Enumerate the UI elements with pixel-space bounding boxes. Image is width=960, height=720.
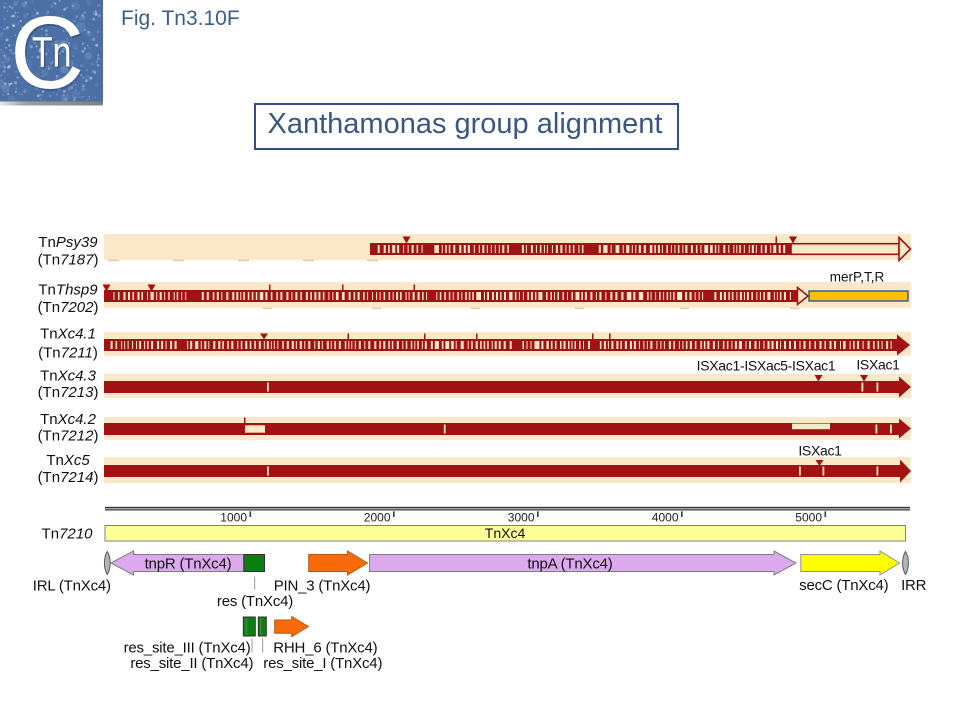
svg-text:TnPsy39: TnPsy39 <box>38 234 98 251</box>
svg-text:merP,T,R: merP,T,R <box>830 270 885 285</box>
svg-text:PIN_3 (TnXc4): PIN_3 (TnXc4) <box>274 577 371 594</box>
svg-text:(Tn7213): (Tn7213) <box>38 384 99 401</box>
svg-text:res_site_I (TnXc4): res_site_I (TnXc4) <box>263 655 382 672</box>
svg-text:5000: 5000 <box>795 510 822 524</box>
svg-text:IRR: IRR <box>901 577 927 594</box>
svg-text:C: C <box>12 0 86 112</box>
svg-text:ISXac1-ISXac5-ISXac1: ISXac1-ISXac5-ISXac1 <box>697 358 836 374</box>
svg-text:(Tn7214): (Tn7214) <box>38 469 99 486</box>
svg-text:tnpA (TnXc4): tnpA (TnXc4) <box>527 555 612 572</box>
svg-text:secC (TnXc4): secC (TnXc4) <box>799 577 888 594</box>
svg-text:res (TnXc4): res (TnXc4) <box>217 593 293 610</box>
svg-text:1000: 1000 <box>220 510 247 524</box>
svg-text:C: C <box>10 0 84 110</box>
svg-text:(Tn7212): (Tn7212) <box>38 427 99 444</box>
svg-text:2000: 2000 <box>364 510 391 524</box>
svg-text:ISXac1: ISXac1 <box>856 357 900 373</box>
svg-text:TnXc4.1: TnXc4.1 <box>40 325 96 342</box>
svg-text:TnXc4: TnXc4 <box>485 525 526 541</box>
svg-text:TnXc5: TnXc5 <box>46 452 90 469</box>
svg-text:(Tn7211): (Tn7211) <box>38 345 98 362</box>
svg-text:tnpR (TnXc4): tnpR (TnXc4) <box>145 555 232 572</box>
svg-text:ISXac1: ISXac1 <box>798 443 842 459</box>
svg-text:res_site_III (TnXc4): res_site_III (TnXc4) <box>124 640 251 657</box>
svg-text:Tn: Tn <box>32 29 72 77</box>
svg-text:Tn7210: Tn7210 <box>42 526 94 543</box>
svg-text:IRL (TnXc4): IRL (TnXc4) <box>33 577 111 594</box>
svg-text:res_site_II (TnXc4): res_site_II (TnXc4) <box>130 655 253 672</box>
svg-text:(Tn7187): (Tn7187) <box>38 251 99 268</box>
svg-text:TnXc4.2: TnXc4.2 <box>40 411 97 428</box>
svg-text:3000: 3000 <box>508 510 535 524</box>
svg-text:(Tn7202): (Tn7202) <box>38 299 99 316</box>
svg-text:TnThsp9: TnThsp9 <box>38 282 98 299</box>
svg-text:TnXc4.3: TnXc4.3 <box>40 367 97 384</box>
svg-text:RHH_6 (TnXc4): RHH_6 (TnXc4) <box>273 640 377 657</box>
svg-text:4000: 4000 <box>652 510 679 524</box>
svg-text:Tn: Tn <box>34 30 74 78</box>
